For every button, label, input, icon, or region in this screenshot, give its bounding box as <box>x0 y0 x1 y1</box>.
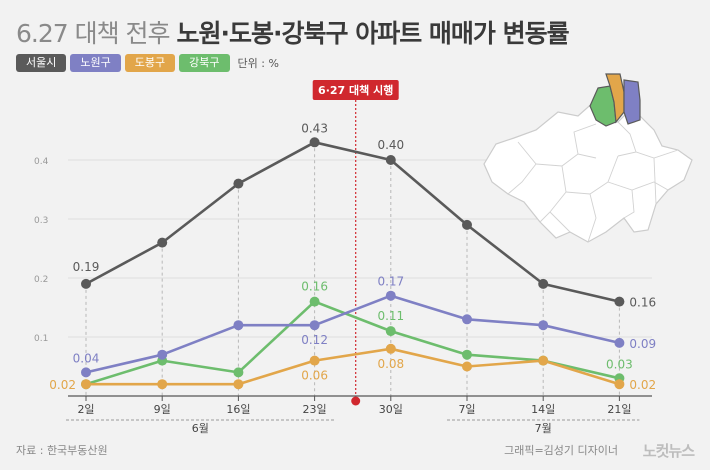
data-point-dobong <box>385 343 396 354</box>
x-tick-label: 7일 <box>458 402 475 416</box>
data-point-gangbuk <box>309 296 320 307</box>
data-point-nowon <box>462 314 472 325</box>
seoul-district-map-icon <box>483 73 693 243</box>
data-point-nowon <box>309 320 320 331</box>
data-point-seoul <box>309 137 320 148</box>
data-label-seoul: 0.43 <box>301 121 328 135</box>
data-label-nowon: 0.17 <box>377 275 404 289</box>
data-point-dobong <box>157 379 168 390</box>
data-label-dobong: 0.08 <box>377 357 404 371</box>
data-point-seoul <box>233 178 244 189</box>
data-label-seoul: 0.16 <box>629 296 656 310</box>
event-marker: 6·27 대책 시행 <box>312 80 399 406</box>
district-borders <box>507 121 679 243</box>
data-point-seoul <box>614 296 625 307</box>
legend-nowon: 노원구 <box>70 54 121 72</box>
data-label-seoul: 0.40 <box>377 138 404 152</box>
data-point-seoul <box>538 278 549 289</box>
data-point-nowon <box>538 320 549 331</box>
legend-seoul: 서울시 <box>16 54 67 72</box>
data-point-seoul <box>385 155 396 165</box>
data-label-dobong: 0.02 <box>49 378 76 392</box>
logo: 노컷뉴스 <box>642 442 695 460</box>
data-point-seoul <box>462 219 472 230</box>
x-axis: 2일 9일 16일 23일 30일 7일 14일 21일 6월 7월 <box>66 395 652 435</box>
data-point-seoul <box>157 237 168 248</box>
data-point-gangbuk <box>385 326 396 337</box>
credit-note: 그래픽=김성기 디자이너 <box>504 444 618 457</box>
x-tick-label: 2일 <box>77 402 94 416</box>
x-tick-label: 14일 <box>531 402 555 416</box>
y-tick-label: 0.4 <box>34 157 49 167</box>
month-label: 7월 <box>535 422 552 435</box>
y-tick-label: 0.3 <box>34 216 48 226</box>
data-point-nowon <box>614 337 625 348</box>
data-point-nowon <box>385 290 396 301</box>
event-dot <box>351 396 361 406</box>
dobong-district <box>605 73 625 124</box>
data-labels: 0.19 0.43 0.40 0.16 0.04 0.12 0.17 0.09 0.02 0.06… <box>49 121 656 392</box>
event-label-box <box>312 80 399 100</box>
data-label-seoul: 0.19 <box>73 260 100 274</box>
legend: 서울시 노원구 도봉구 강북구 단위 : % <box>16 54 279 72</box>
data-point-dobong <box>538 355 549 366</box>
data-point-dobong <box>81 379 91 390</box>
title-main: 노원·도봉·강북구 아파트 매매가 변동률 <box>176 19 570 48</box>
x-tick-label: 9일 <box>154 402 171 416</box>
x-tick-label: 21일 <box>607 402 631 416</box>
x-tick-label: 23일 <box>303 402 327 416</box>
event-label: 6·27 대책 시행 <box>318 83 393 97</box>
data-point-gangbuk <box>462 349 472 360</box>
series-line-seoul <box>85 141 620 303</box>
seoul-map-body <box>483 98 693 243</box>
series-lines <box>85 141 620 386</box>
y-tick-label: 0.1 <box>34 334 48 344</box>
data-point-seoul <box>81 278 91 289</box>
data-point-dobong <box>309 355 320 366</box>
data-label-dobong: 0.02 <box>629 378 656 392</box>
data-label-gangbuk: 0.11 <box>377 309 404 323</box>
data-label-gangbuk: 0.03 <box>606 357 633 371</box>
legend-gangbuk: 강북구 <box>179 54 230 72</box>
data-point-gangbuk <box>233 367 244 378</box>
data-label-nowon: 0.12 <box>301 333 328 347</box>
data-label-nowon: 0.04 <box>73 351 100 365</box>
data-point-dobong <box>462 361 472 372</box>
source-note: 자료 : 한국부동산원 <box>16 444 108 457</box>
month-label: 6월 <box>192 422 209 435</box>
data-point-nowon <box>157 349 168 360</box>
series-line-dobong <box>86 347 620 386</box>
data-label-dobong: 0.06 <box>301 369 328 383</box>
series-points <box>81 137 625 390</box>
series-line-nowon <box>85 294 620 374</box>
y-tick-label: 0.2 <box>34 275 48 285</box>
data-point-dobong <box>614 379 625 390</box>
data-label-gangbuk: 0.16 <box>301 280 328 294</box>
data-point-nowon <box>233 320 244 331</box>
series-line-gangbuk <box>85 300 620 386</box>
data-point-nowon <box>81 367 91 378</box>
data-label-nowon: 0.09 <box>629 337 656 351</box>
data-point-dobong <box>233 379 244 390</box>
x-tick-label: 30일 <box>379 402 403 416</box>
nowon-district <box>623 79 641 125</box>
chart-title: 6.27 대책 전후 노원·도봉·강북구 아파트 매매가 변동률 <box>16 14 570 50</box>
legend-dobong: 도봉구 <box>124 54 176 72</box>
title-prefix: 6.27 대책 전후 <box>16 19 171 48</box>
unit-label: 단위 : % <box>237 57 279 70</box>
x-tick-label: 16일 <box>226 402 250 416</box>
